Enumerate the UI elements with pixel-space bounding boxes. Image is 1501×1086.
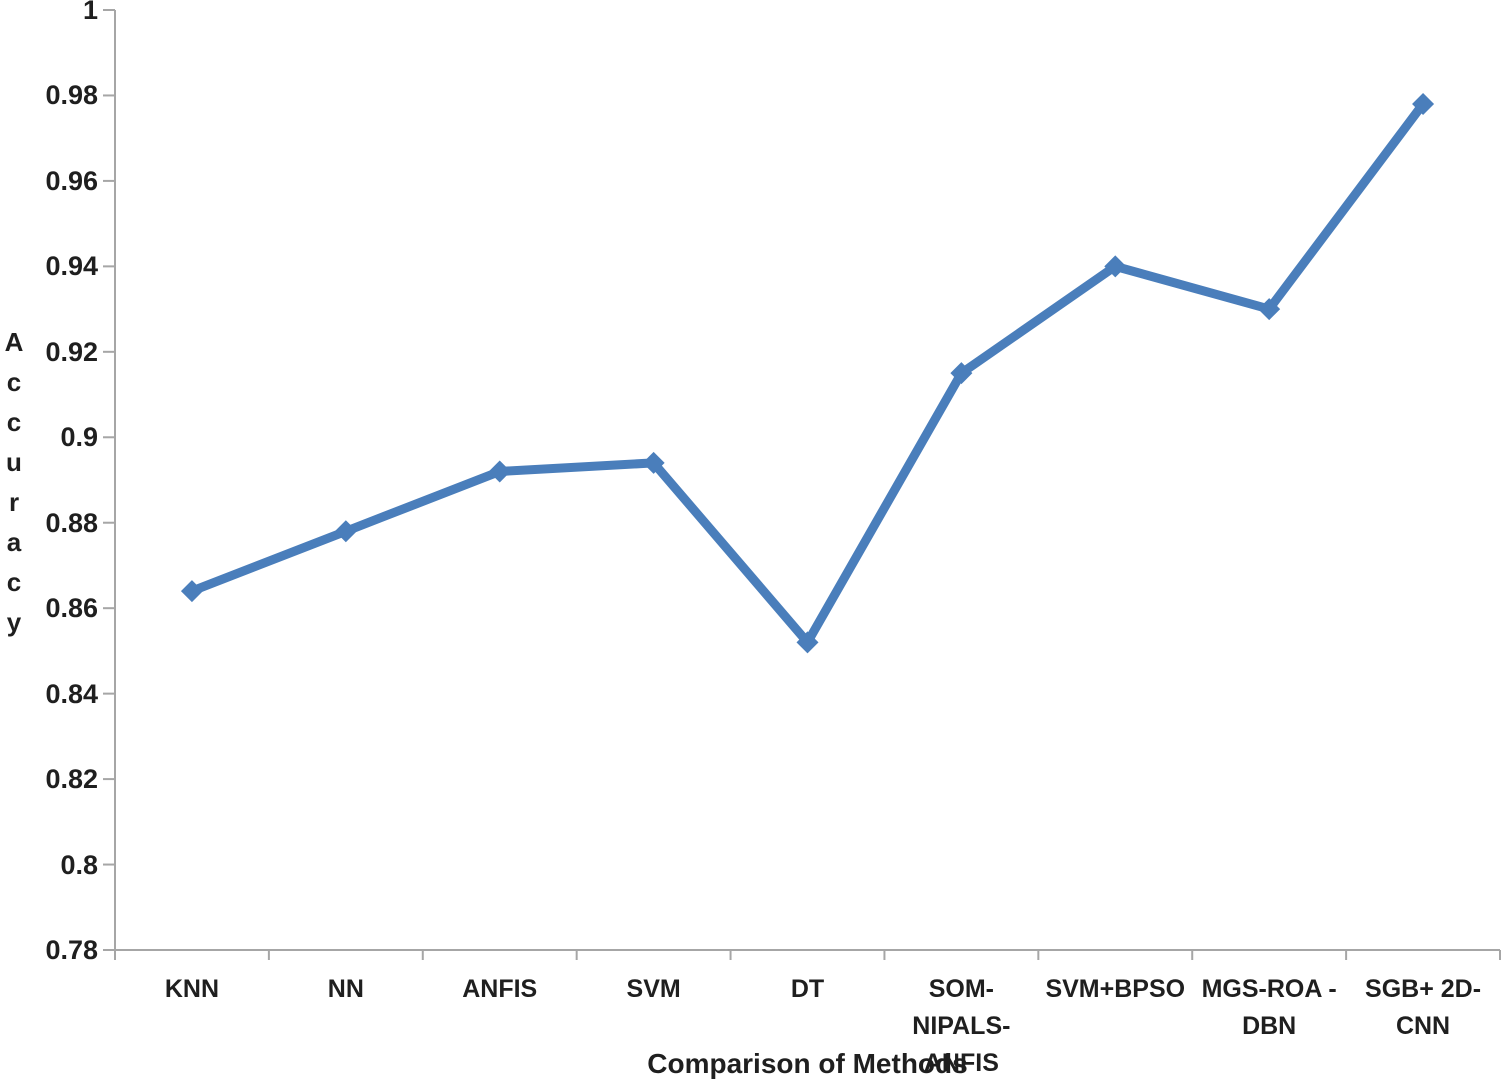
y-tick-label: 0.84: [45, 678, 98, 709]
data-point-marker: [1258, 298, 1281, 321]
x-category-label: SVM+BPSO: [1045, 975, 1186, 1003]
y-tick-label: 0.98: [45, 80, 98, 111]
y-axis-title-letter: c: [6, 567, 22, 597]
x-category-label: NN: [327, 975, 364, 1003]
x-category-label: SGB+ 2D-CNN: [1365, 975, 1482, 1040]
x-category-label: MGS-ROA - DBN: [1201, 975, 1337, 1040]
y-tick-label: 0.96: [45, 165, 98, 196]
x-category-label: DT: [790, 975, 825, 1003]
y-tick-label: 0.82: [45, 764, 98, 795]
y-axis-title-letter: A: [4, 327, 24, 357]
x-category-label: SOM- NIPALS- ANFIS: [912, 975, 1011, 1077]
accuracy-series-line: [190, 101, 1427, 647]
data-point-marker: [950, 362, 973, 385]
y-tick-label: 0.92: [45, 336, 98, 367]
data-point-marker: [334, 520, 357, 543]
y-axis-title-letter: c: [6, 407, 22, 437]
data-point-marker: [1412, 93, 1435, 115]
y-tick-label: 0.9: [60, 422, 98, 453]
y-tick-label: 1: [82, 0, 98, 25]
y-tick-label: 0.86: [45, 593, 98, 624]
data-point-marker: [180, 580, 203, 603]
data-point-marker: [488, 460, 511, 483]
y-tick-label: 0.8: [60, 849, 98, 880]
data-point-marker: [1104, 255, 1127, 278]
data-point-marker: [796, 631, 819, 654]
y-tick-label: 0.88: [45, 507, 98, 538]
x-category-label: SVM: [626, 975, 681, 1003]
y-tick-label: 0.78: [45, 935, 98, 965]
y-axis-title-letter: c: [6, 367, 22, 397]
y-axis-title-letter: u: [6, 447, 22, 477]
x-category-label: KNN: [164, 975, 220, 1003]
y-axis-title-letter: a: [6, 527, 22, 557]
x-category-label: ANFIS: [462, 975, 538, 1003]
y-axis-title-letter: y: [6, 607, 22, 637]
x-axis-title: Comparison of Methods: [647, 1048, 968, 1079]
y-tick-label: 0.94: [45, 251, 98, 282]
y-axis-title-letter: r: [8, 487, 20, 517]
data-point-marker: [642, 451, 665, 474]
